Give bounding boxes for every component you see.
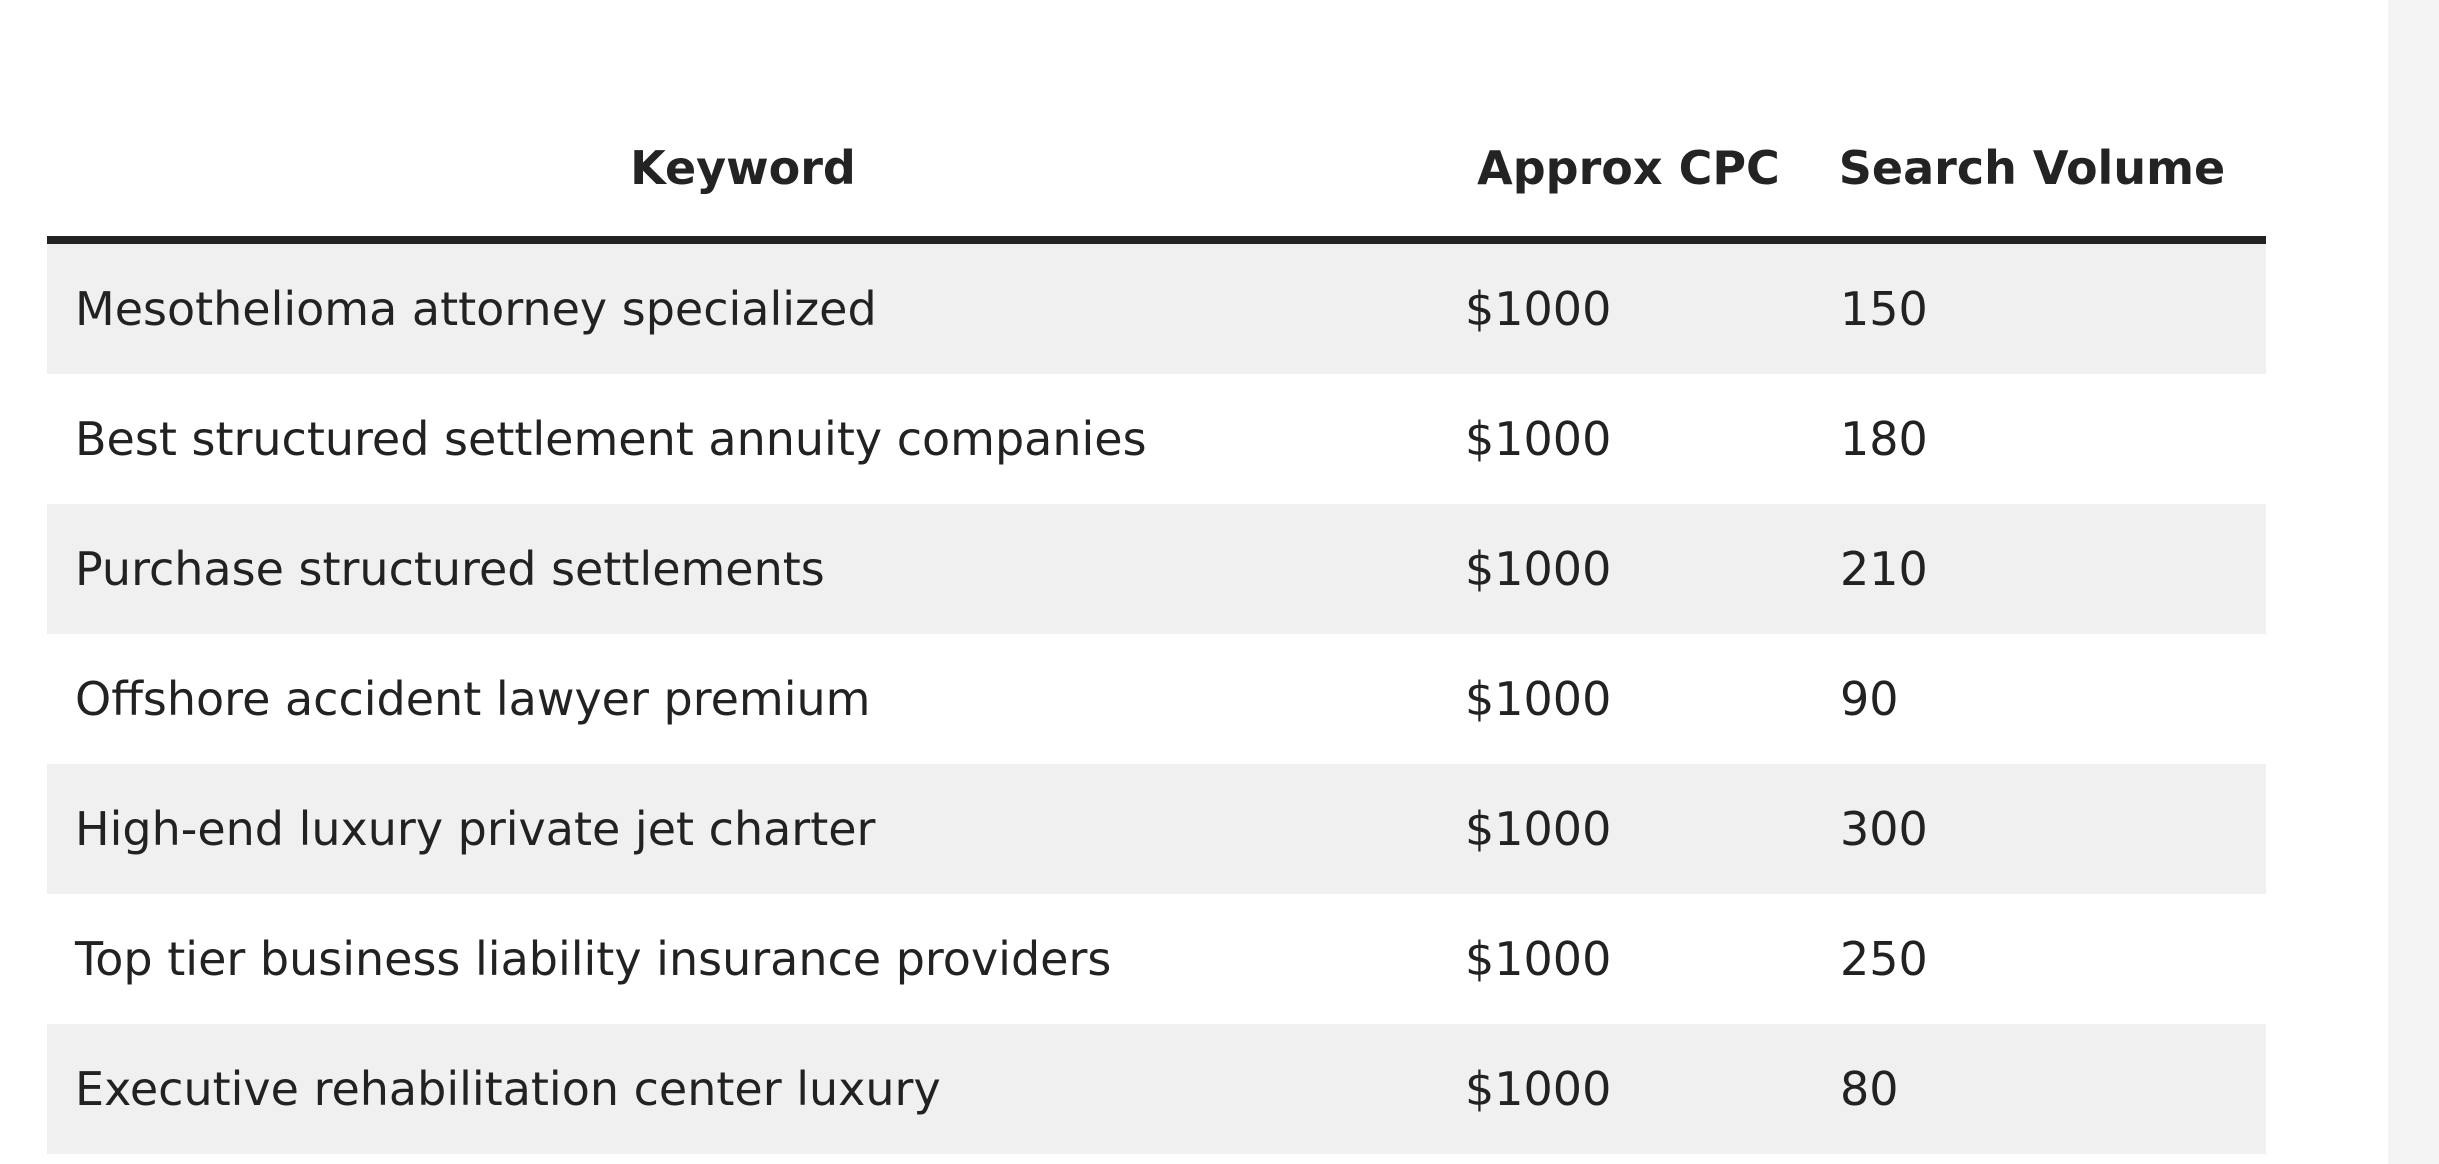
header-search-volume: Search Volume [1818, 100, 2266, 244]
cell-keyword: Best structured settlement annuity compa… [47, 374, 1439, 504]
table-row: High-end luxury private jet charter $100… [47, 764, 2266, 894]
cell-volume: 90 [1818, 634, 2266, 764]
cell-keyword: Executive rehabilitation center luxury [47, 1024, 1439, 1154]
table-row: Purchase structured settlements $1000 21… [47, 504, 2266, 634]
cell-cpc: $1000 [1439, 504, 1818, 634]
vertical-scrollbar[interactable] [2388, 0, 2439, 1164]
cell-volume: 300 [1818, 764, 2266, 894]
cell-cpc: $1000 [1439, 894, 1818, 1024]
keyword-table: Keyword Approx CPC Search Volume Mesothe… [47, 100, 2266, 1154]
cell-volume: 250 [1818, 894, 2266, 1024]
cell-cpc: $1000 [1439, 764, 1818, 894]
cell-volume: 180 [1818, 374, 2266, 504]
cell-cpc: $1000 [1439, 1024, 1818, 1154]
cell-keyword: Purchase structured settlements [47, 504, 1439, 634]
header-approx-cpc: Approx CPC [1439, 100, 1818, 244]
cell-volume: 210 [1818, 504, 2266, 634]
header-keyword: Keyword [47, 100, 1439, 244]
keyword-table-container: Keyword Approx CPC Search Volume Mesothe… [47, 100, 2266, 1154]
cell-keyword: Top tier business liability insurance pr… [47, 894, 1439, 1024]
cell-keyword: Offshore accident lawyer premium [47, 634, 1439, 764]
table-row: Top tier business liability insurance pr… [47, 894, 2266, 1024]
table-header: Keyword Approx CPC Search Volume [47, 100, 2266, 244]
cell-volume: 150 [1818, 240, 2266, 374]
table-row: Mesothelioma attorney specialized $1000 … [47, 240, 2266, 374]
cell-keyword: Mesothelioma attorney specialized [47, 240, 1439, 374]
cell-volume: 80 [1818, 1024, 2266, 1154]
table-row: Offshore accident lawyer premium $1000 9… [47, 634, 2266, 764]
cell-cpc: $1000 [1439, 634, 1818, 764]
table-row: Executive rehabilitation center luxury $… [47, 1024, 2266, 1154]
table-row: Best structured settlement annuity compa… [47, 374, 2266, 504]
cell-keyword: High-end luxury private jet charter [47, 764, 1439, 894]
table-body: Mesothelioma attorney specialized $1000 … [47, 240, 2266, 1154]
header-row: Keyword Approx CPC Search Volume [47, 100, 2266, 244]
cell-cpc: $1000 [1439, 374, 1818, 504]
cell-cpc: $1000 [1439, 240, 1818, 374]
